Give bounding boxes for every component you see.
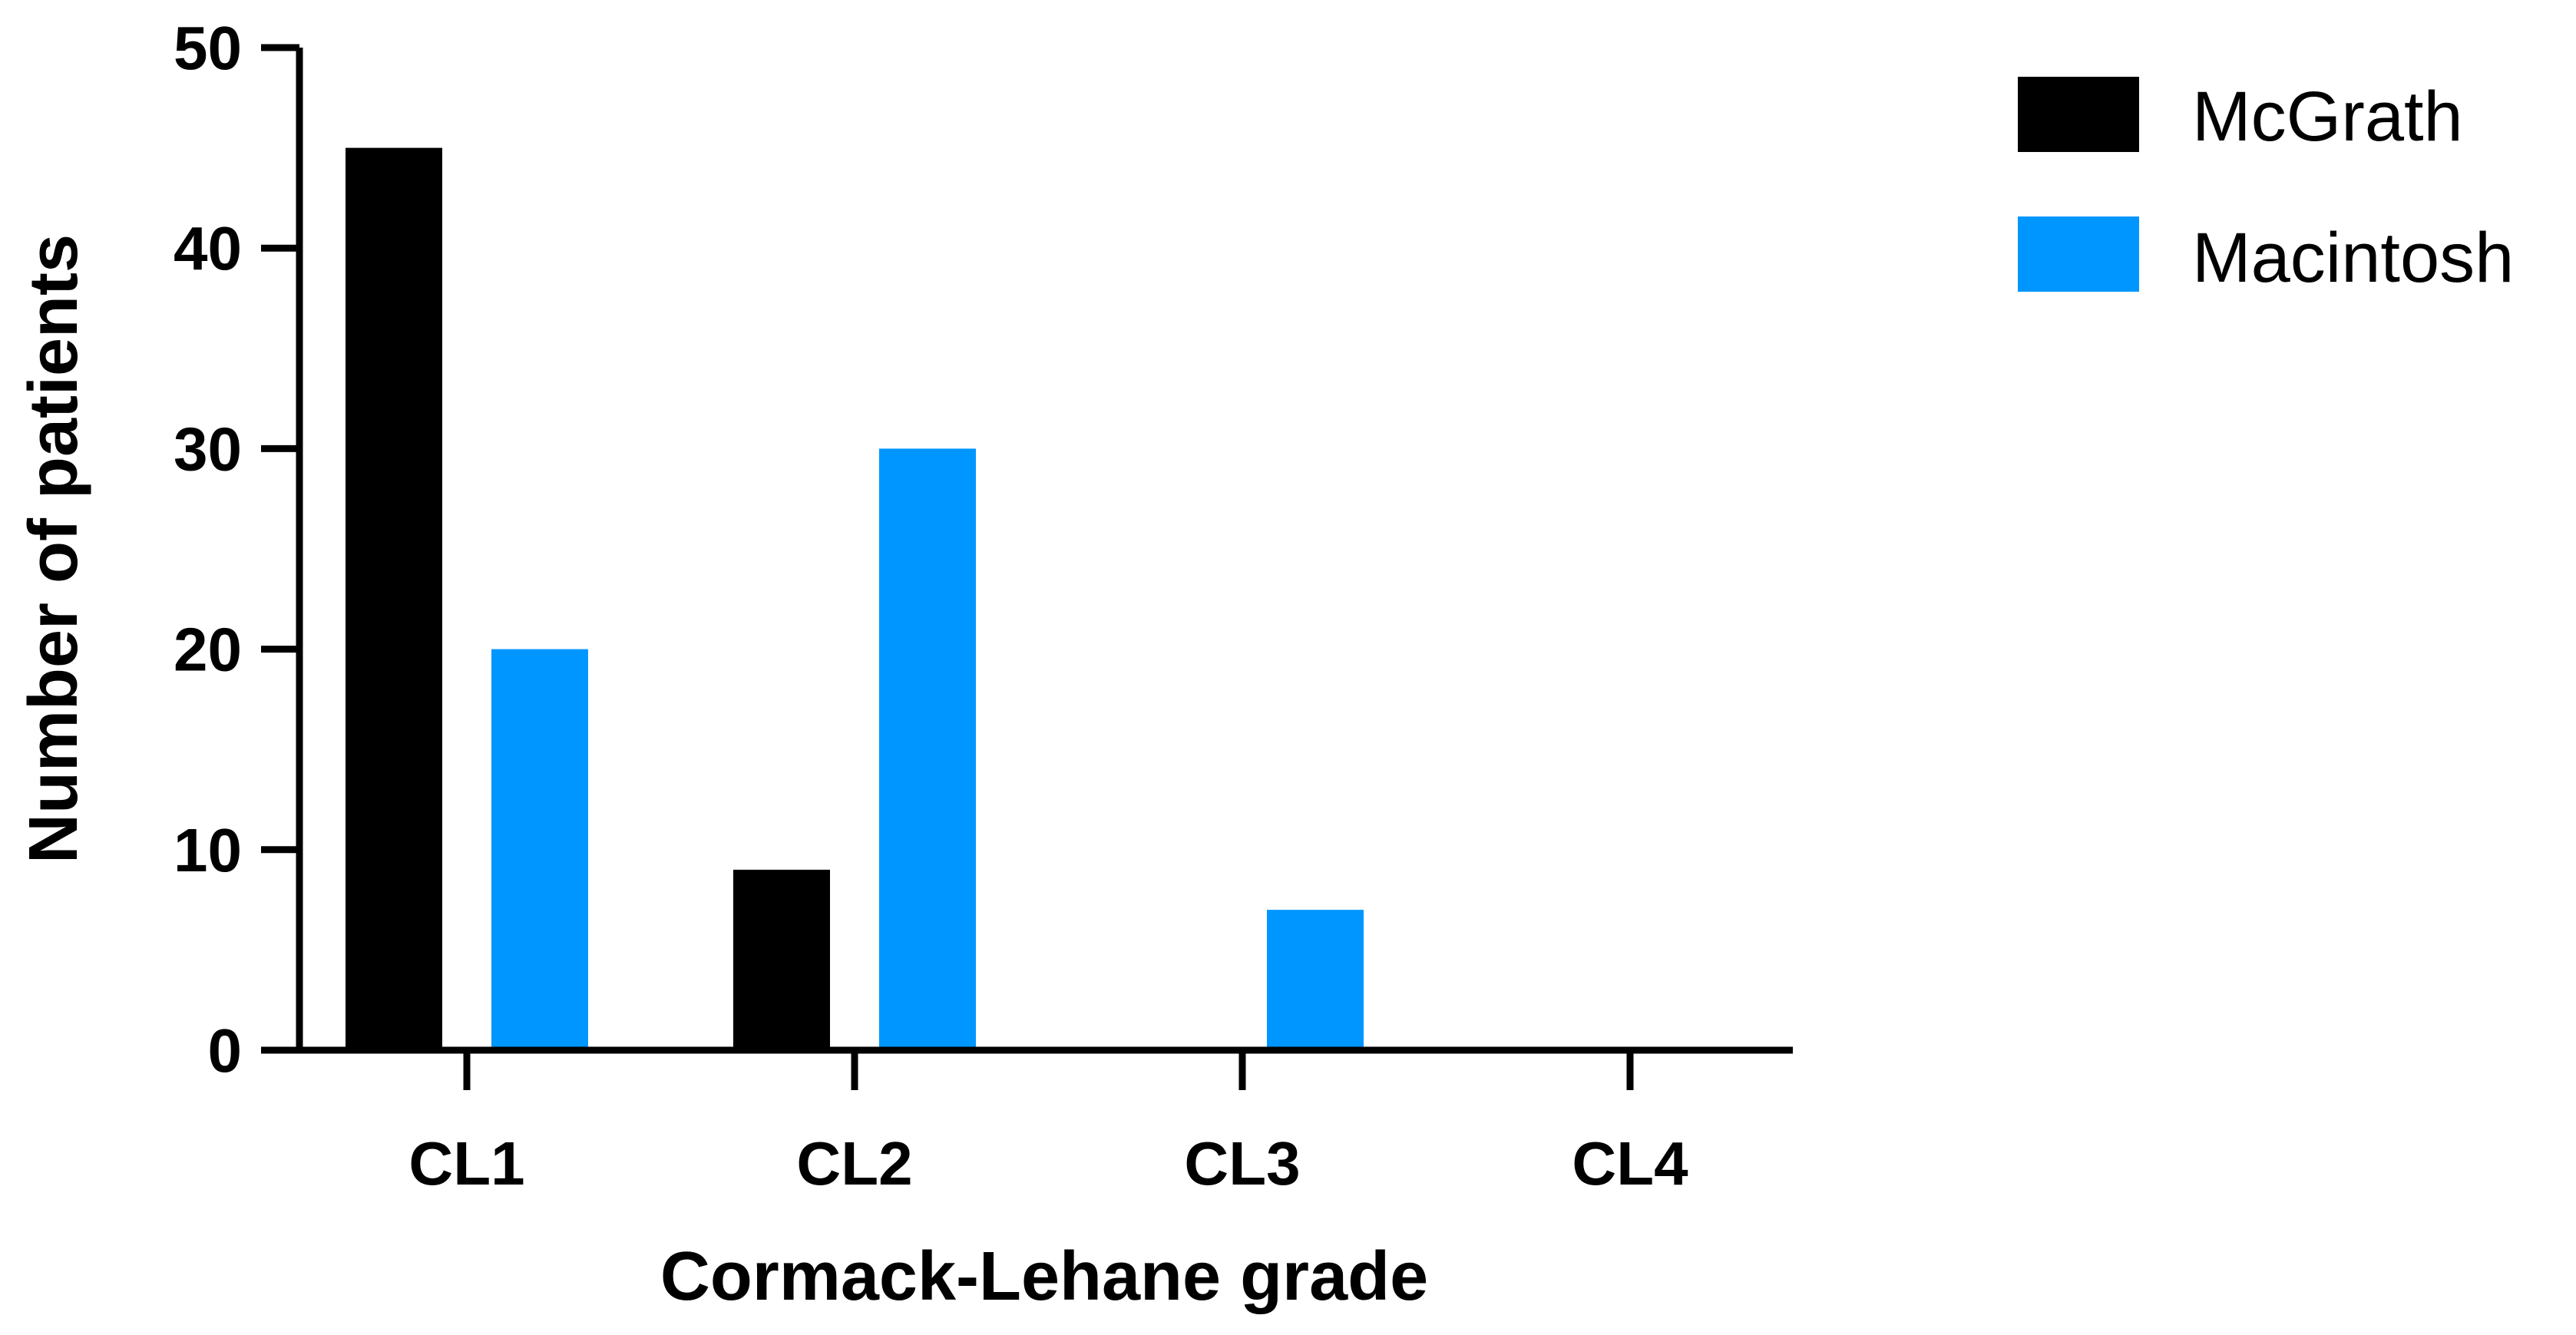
- x-tick-label-cl1: CL1: [408, 1129, 524, 1198]
- y-tick-label: 20: [174, 616, 242, 684]
- legend-label-macintosh: Macintosh: [2192, 219, 2514, 297]
- x-tick-label-cl2: CL2: [796, 1129, 912, 1198]
- y-tick-label: 10: [174, 816, 242, 884]
- y-axis-title: Number of patients: [15, 234, 92, 864]
- y-tick-label: 50: [174, 14, 242, 82]
- bar-macintosh-cl1: [491, 649, 588, 1050]
- x-axis-title: Cormack-Lehane grade: [660, 1238, 1428, 1315]
- y-tick-label: 40: [174, 214, 242, 283]
- bar-mcgrath-cl1: [346, 147, 442, 1051]
- y-ticks-group: 0 10 20 30 40 50: [174, 14, 299, 1085]
- legend-swatch-mcgrath: [2018, 77, 2139, 152]
- y-tick-label: 30: [174, 415, 242, 483]
- bar-macintosh-cl3: [1267, 910, 1364, 1050]
- legend: McGrath Macintosh: [2018, 77, 2514, 297]
- x-ticks-group: CL1 CL2 CL3 CL4: [408, 1050, 1688, 1198]
- legend-label-mcgrath: McGrath: [2192, 78, 2463, 156]
- bars-group: [346, 147, 1364, 1051]
- bar-macintosh-cl2: [879, 448, 976, 1050]
- legend-swatch-macintosh: [2018, 216, 2139, 292]
- x-tick-label-cl4: CL4: [1572, 1129, 1688, 1198]
- axes-group: [296, 48, 1793, 1054]
- bar-mcgrath-cl2: [733, 869, 830, 1050]
- x-tick-label-cl3: CL3: [1184, 1129, 1300, 1198]
- y-tick-label: 0: [208, 1016, 243, 1085]
